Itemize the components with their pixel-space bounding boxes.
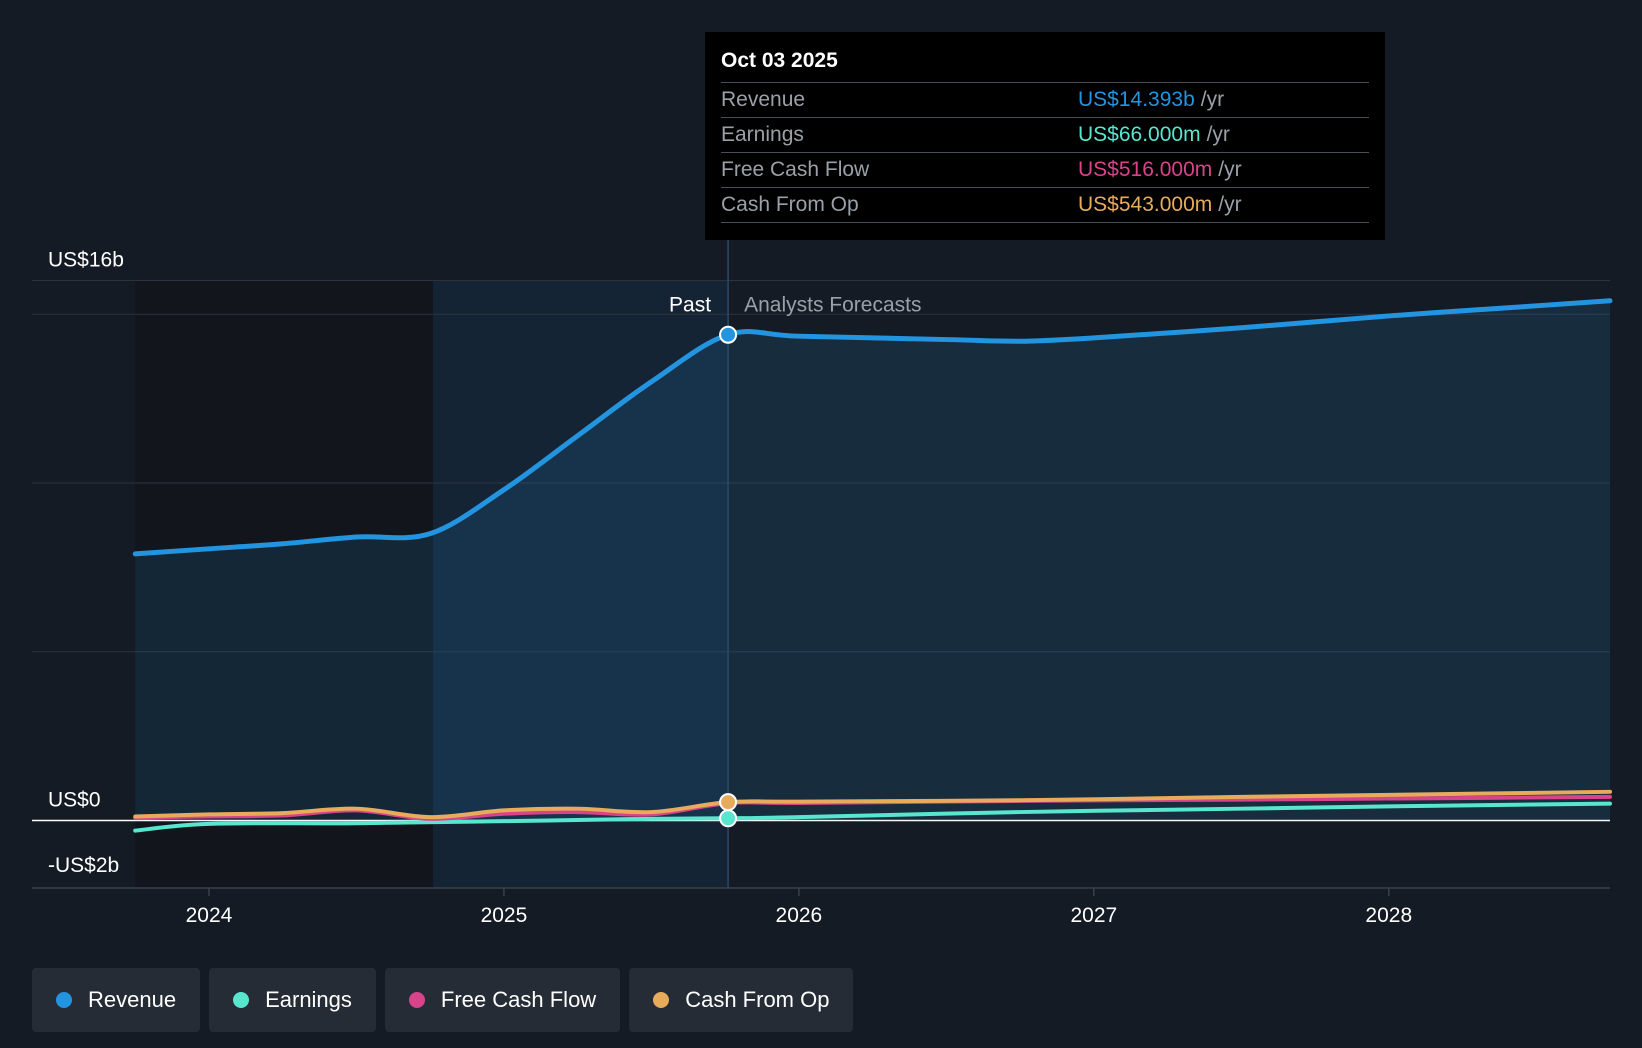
legend-label: Free Cash Flow [440, 987, 597, 1012]
legend-item-revenue[interactable]: Revenue [32, 968, 201, 1032]
legend-item-free-cash-flow[interactable]: Free Cash Flow [384, 968, 621, 1032]
marker-cfo [719, 793, 738, 812]
series-line-cfo [133, 789, 1612, 820]
y-tick-label: -US$2b [48, 854, 119, 877]
series-line-earnings [133, 801, 1612, 833]
x-tick-label: 2024 [186, 904, 233, 927]
tooltip-value: US$14.393b [1078, 88, 1195, 111]
tooltip-unit: /yr [1218, 158, 1242, 181]
tooltip-row-revenue: Revenue US$14.393b /yr [721, 82, 1369, 117]
tooltip-date: Oct 03 2025 [721, 49, 838, 72]
tooltip: Oct 03 2025 Revenue US$14.393b /yr Earni… [705, 32, 1385, 240]
current-markers [719, 325, 738, 828]
past-region-recent [433, 280, 729, 888]
y-axis-labels: US$16b US$0 -US$2b [48, 249, 124, 878]
gridlines [32, 280, 1610, 889]
past-label: Past [669, 294, 711, 317]
x-tick-label: 2028 [1365, 904, 1412, 927]
x-axis-labels: 2024 2025 2026 2027 2028 [186, 888, 1412, 927]
tooltip-row-free-cash-flow: Free Cash Flow US$516.000m /yr [721, 152, 1369, 187]
x-tick-label: 2027 [1070, 904, 1117, 927]
x-tick-label: 2026 [776, 904, 823, 927]
tooltip-value: US$516.000m [1078, 158, 1213, 181]
forecast-label: Analysts Forecasts [744, 294, 921, 317]
tooltip-unit: /yr [1206, 123, 1230, 146]
y-tick-label: US$0 [48, 789, 101, 812]
tooltip-label: Earnings [721, 123, 804, 146]
free-cash-flow-dot-icon [408, 992, 425, 1008]
revenue-area [135, 300, 1610, 821]
chart-area: US$16b US$0 -US$2b 2024 2025 2026 2027 2028 Pa… [32, 240, 1613, 927]
tooltip-value: US$543.000m [1078, 193, 1213, 216]
tooltip-unit: /yr [1200, 88, 1225, 111]
legend-label: Cash From Op [685, 987, 830, 1012]
earnings-dot-icon [233, 992, 250, 1008]
legend-item-cash-from-op[interactable]: Cash From Op [629, 968, 854, 1032]
y-tick-label: US$16b [48, 249, 124, 272]
legend: Revenue Earnings Free Cash Flow Cash Fro… [32, 968, 854, 1032]
marker-revenue [719, 325, 738, 344]
marker-earnings [719, 809, 738, 828]
tooltip-label: Free Cash Flow [721, 158, 870, 181]
series-lines [132, 298, 1613, 833]
cash-from-op-dot-icon [653, 992, 670, 1008]
tooltip-row-earnings: Earnings US$66.000m /yr [721, 117, 1369, 152]
tooltip-unit: /yr [1218, 193, 1242, 216]
tooltip-value: US$66.000m [1078, 123, 1201, 146]
past-region-left [135, 280, 434, 888]
x-tick-label: 2025 [481, 904, 528, 927]
series-areas [135, 300, 1610, 821]
legend-label: Earnings [265, 987, 352, 1012]
tooltip-label: Revenue [721, 88, 806, 111]
series-line-revenue [132, 298, 1613, 557]
legend-label: Revenue [88, 987, 177, 1012]
tooltip-row-cash-from-op: Cash From Op US$543.000m /yr [721, 187, 1369, 223]
revenue-dot-icon [56, 992, 72, 1008]
tooltip-label: Cash From Op [721, 193, 859, 216]
legend-item-earnings[interactable]: Earnings [209, 968, 376, 1032]
